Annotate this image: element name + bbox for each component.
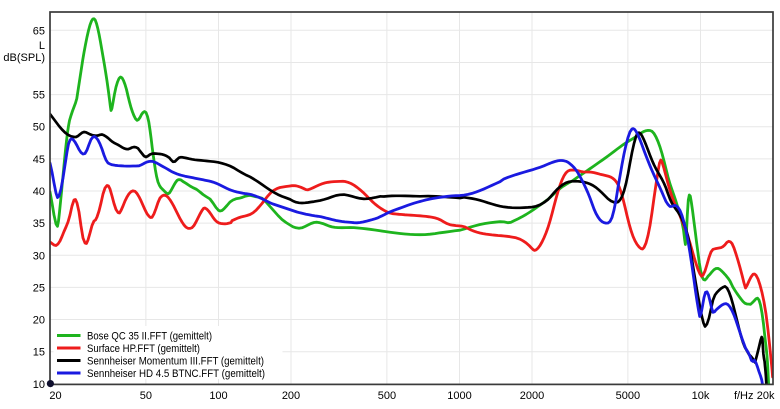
svg-text:55: 55	[33, 90, 45, 102]
svg-text:dB(SPL): dB(SPL)	[3, 52, 45, 64]
svg-text:500: 500	[378, 390, 396, 402]
svg-text:200: 200	[282, 390, 300, 402]
svg-text:30: 30	[33, 250, 45, 262]
svg-text:20: 20	[33, 315, 45, 327]
svg-text:5000: 5000	[616, 390, 640, 402]
svg-text:40: 40	[33, 186, 45, 198]
svg-text:25: 25	[33, 282, 45, 294]
svg-text:Surface HP.FFT (gemittelt): Surface HP.FFT (gemittelt)	[87, 343, 200, 355]
svg-text:20: 20	[49, 390, 61, 402]
svg-text:f/Hz: f/Hz	[734, 390, 754, 402]
svg-text:Sennheiser HD 4.5 BTNC.FFT (ge: Sennheiser HD 4.5 BTNC.FFT (gemittelt)	[87, 368, 265, 380]
svg-text:100: 100	[209, 390, 227, 402]
svg-text:35: 35	[33, 218, 45, 230]
svg-text:50: 50	[140, 390, 152, 402]
svg-text:Sennheiser Momentum III.FFT (g: Sennheiser Momentum III.FFT (gemittelt)	[87, 356, 264, 368]
svg-text:20k: 20k	[757, 390, 775, 402]
svg-text:45: 45	[33, 154, 45, 166]
svg-text:Bose QC 35 II.FFT (gemittelt): Bose QC 35 II.FFT (gemittelt)	[87, 331, 212, 343]
svg-text:15: 15	[33, 347, 45, 359]
svg-text:10: 10	[33, 379, 45, 391]
svg-text:L: L	[39, 40, 45, 52]
svg-text:65: 65	[33, 25, 45, 37]
svg-text:2000: 2000	[520, 390, 544, 402]
svg-text:1000: 1000	[447, 390, 471, 402]
svg-text:10k: 10k	[692, 390, 710, 402]
svg-text:50: 50	[33, 122, 45, 134]
